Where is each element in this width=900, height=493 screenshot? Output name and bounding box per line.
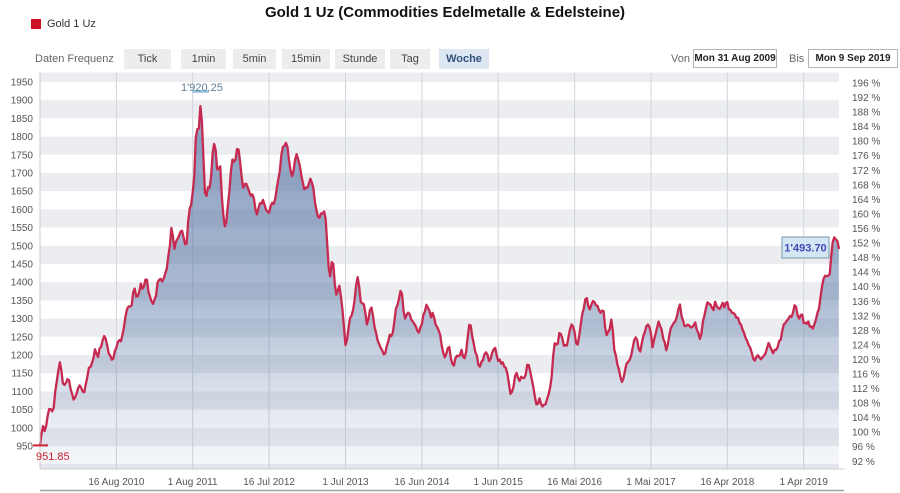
svg-text:160 %: 160 %	[852, 210, 880, 221]
svg-text:16 Jun 2014: 16 Jun 2014	[394, 477, 449, 488]
svg-text:1'920.25: 1'920.25	[181, 82, 223, 94]
svg-text:168 %: 168 %	[852, 180, 880, 191]
svg-text:1 Aug 2011: 1 Aug 2011	[168, 477, 218, 488]
svg-text:124 %: 124 %	[852, 340, 880, 351]
svg-text:1700: 1700	[11, 169, 34, 180]
svg-text:100 %: 100 %	[852, 428, 880, 439]
svg-text:132 %: 132 %	[852, 311, 880, 322]
svg-text:116 %: 116 %	[852, 370, 880, 381]
svg-text:16 Mai 2016: 16 Mai 2016	[547, 477, 602, 488]
svg-text:950: 950	[16, 442, 33, 453]
svg-text:1600: 1600	[11, 205, 34, 216]
svg-text:136 %: 136 %	[852, 297, 880, 308]
svg-text:1300: 1300	[11, 314, 34, 325]
svg-text:1950: 1950	[11, 78, 34, 89]
svg-text:1250: 1250	[11, 332, 34, 343]
svg-text:92 %: 92 %	[852, 457, 875, 468]
svg-text:1900: 1900	[11, 96, 34, 107]
svg-text:1000: 1000	[11, 423, 34, 434]
svg-text:1 Jul 2013: 1 Jul 2013	[322, 477, 369, 488]
svg-text:1200: 1200	[11, 351, 34, 362]
svg-text:1350: 1350	[11, 296, 34, 307]
svg-text:1550: 1550	[11, 223, 34, 234]
svg-text:1800: 1800	[11, 132, 34, 143]
svg-text:104 %: 104 %	[852, 413, 880, 424]
svg-text:196 %: 196 %	[852, 79, 880, 90]
svg-text:1450: 1450	[11, 260, 34, 271]
svg-text:1150: 1150	[11, 369, 33, 380]
svg-text:1050: 1050	[11, 405, 34, 416]
svg-text:176 %: 176 %	[852, 151, 880, 162]
svg-text:1750: 1750	[11, 150, 34, 161]
svg-text:1 Mai 2017: 1 Mai 2017	[626, 477, 676, 488]
svg-text:188 %: 188 %	[852, 108, 880, 119]
svg-text:192 %: 192 %	[852, 93, 880, 104]
svg-text:112 %: 112 %	[852, 384, 880, 395]
svg-text:184 %: 184 %	[852, 122, 880, 133]
svg-text:148 %: 148 %	[852, 253, 880, 264]
svg-text:140 %: 140 %	[852, 282, 880, 293]
svg-text:1500: 1500	[11, 241, 34, 252]
svg-text:180 %: 180 %	[852, 137, 880, 148]
svg-text:156 %: 156 %	[852, 224, 880, 235]
svg-text:1 Apr 2019: 1 Apr 2019	[780, 477, 829, 488]
svg-text:152 %: 152 %	[852, 239, 880, 250]
svg-text:1400: 1400	[11, 278, 34, 289]
svg-text:164 %: 164 %	[852, 195, 880, 206]
svg-text:16 Aug 2010: 16 Aug 2010	[88, 477, 145, 488]
svg-text:120 %: 120 %	[852, 355, 880, 366]
svg-text:144 %: 144 %	[852, 268, 880, 279]
svg-text:108 %: 108 %	[852, 399, 880, 410]
svg-text:172 %: 172 %	[852, 166, 880, 177]
svg-text:951.85: 951.85	[36, 451, 70, 463]
svg-text:1850: 1850	[11, 114, 34, 125]
svg-text:1100: 1100	[11, 387, 33, 398]
svg-text:1'493.70: 1'493.70	[784, 243, 826, 255]
svg-text:16 Jul 2012: 16 Jul 2012	[243, 477, 295, 488]
svg-text:16 Apr 2018: 16 Apr 2018	[700, 477, 754, 488]
svg-text:1 Jun 2015: 1 Jun 2015	[473, 477, 523, 488]
svg-text:1650: 1650	[11, 187, 34, 198]
svg-text:96 %: 96 %	[852, 442, 875, 453]
svg-text:128 %: 128 %	[852, 326, 880, 337]
